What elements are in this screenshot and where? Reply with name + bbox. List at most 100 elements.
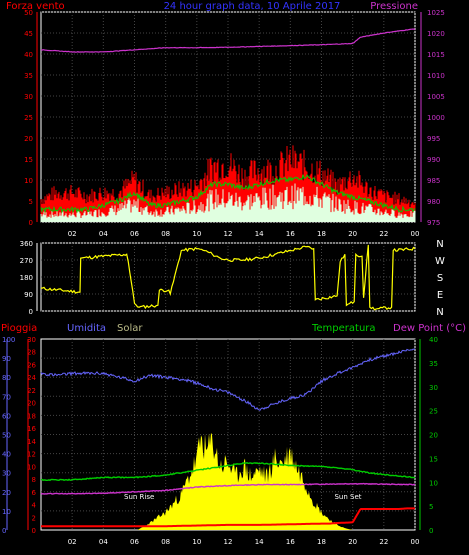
pressure-y-tick-label: 1025	[427, 9, 445, 17]
dewpoint-line	[40, 482, 416, 495]
solar-area	[41, 432, 415, 530]
rain-y-tick-label: 30	[27, 336, 36, 344]
weather-x-tick-label: 16	[286, 538, 295, 546]
humidity-line	[40, 348, 416, 411]
wind-x-tick-label: 18	[317, 230, 326, 238]
rain-y-tick-label: 10	[27, 463, 36, 471]
rain-y-tick-label: 0	[32, 527, 36, 535]
humidity-title: Umidita	[67, 323, 106, 334]
temperature-y-tick-label: 20	[429, 432, 438, 440]
wind-y-tick-label: 5	[29, 198, 33, 206]
wind-trend-line	[40, 174, 416, 214]
wind-y-tick-label: 0	[29, 219, 33, 227]
sun-annotation-label: Sun Rise	[124, 493, 154, 501]
weather-x-tick-label: 12	[224, 538, 233, 546]
weather-x-tick-label: 18	[317, 538, 326, 546]
rain-y-tick-label: 28	[27, 349, 36, 357]
pressure-axis-title: Pressione	[370, 1, 418, 12]
humidity-y-tick-label: 100	[2, 336, 15, 344]
pressure-y-tick-label: 975	[427, 219, 440, 227]
rain-y-tick-label: 24	[27, 374, 36, 382]
rain-y-tick-label: 14	[27, 438, 36, 446]
wind-x-tick-label: 22	[379, 230, 388, 238]
humidity-y-tick-label: 40	[2, 451, 11, 459]
rain-y-tick-label: 18	[27, 412, 36, 420]
rain-y-tick-label: 6	[32, 489, 37, 497]
compass-label: S	[437, 273, 443, 284]
chart-title: 24 hour graph data, 10 Aprile 2017	[164, 1, 341, 12]
weather-x-tick-label: 10	[192, 538, 201, 546]
rain-y-tick-label: 12	[27, 451, 36, 459]
humidity-y-tick-label: 80	[2, 374, 11, 382]
wind-y-tick-label: 20	[24, 135, 33, 143]
weather-x-tick-label: 06	[130, 538, 139, 546]
pressure-y-tick-label: 985	[427, 177, 440, 185]
rain-y-tick-label: 26	[27, 361, 36, 369]
wind-y-tick-label: 40	[24, 51, 33, 59]
rain-y-tick-label: 2	[32, 514, 36, 522]
direction-y-tick-label: 0	[29, 308, 33, 316]
temperature-y-tick-label: 10	[429, 479, 438, 487]
pressure-y-tick-label: 980	[427, 198, 440, 206]
wind-x-tick-label: 14	[255, 230, 264, 238]
pressure-y-tick-label: 990	[427, 156, 440, 164]
temperature-title: Temperatura	[311, 323, 376, 334]
direction-y-tick-label: 180	[20, 274, 33, 282]
compass-label: N	[436, 239, 443, 250]
wind-y-tick-label: 10	[24, 177, 33, 185]
humidity-y-tick-label: 70	[2, 393, 11, 401]
humidity-y-tick-label: 90	[2, 355, 11, 363]
wind-x-tick-label: 16	[286, 230, 295, 238]
temperature-y-tick-label: 15	[429, 455, 438, 463]
humidity-y-tick-label: 10	[2, 508, 11, 516]
weather-x-tick-label: 08	[161, 538, 170, 546]
compass-label: N	[436, 307, 443, 318]
direction-y-tick-label: 270	[20, 257, 33, 265]
solar-title: Solar	[117, 323, 143, 334]
pressure-y-tick-label: 1015	[427, 51, 445, 59]
humidity-y-tick-label: 20	[2, 489, 11, 497]
temperature-y-tick-label: 0	[429, 527, 433, 535]
wind-x-tick-label: 00	[411, 230, 420, 238]
weather-x-tick-label: 14	[255, 538, 264, 546]
rain-y-tick-label: 4	[32, 502, 37, 510]
rain-y-tick-label: 16	[27, 425, 36, 433]
wind-y-tick-label: 45	[24, 30, 33, 38]
wind-x-tick-label: 02	[68, 230, 77, 238]
compass-label: W	[435, 256, 445, 267]
humidity-y-tick-label: 0	[2, 527, 6, 535]
temperature-y-tick-label: 40	[429, 336, 438, 344]
dewpoint-title: Dew Point (°C)	[393, 323, 466, 334]
humidity-y-tick-label: 50	[2, 432, 11, 440]
weather-x-tick-label: 02	[68, 538, 77, 546]
wind-y-tick-label: 25	[24, 114, 33, 122]
rain-y-tick-label: 20	[27, 400, 36, 408]
compass-label: E	[437, 290, 443, 301]
sun-annotation-label: Sun Set	[334, 493, 361, 501]
humidity-y-tick-label: 30	[2, 470, 11, 478]
pressure-y-tick-label: 995	[427, 135, 440, 143]
direction-y-tick-label: 90	[24, 291, 33, 299]
wind-direction-line	[40, 244, 416, 311]
temperature-y-tick-label: 35	[429, 360, 438, 368]
wind-x-tick-label: 10	[192, 230, 201, 238]
wind-axis-title: Forza vento	[6, 1, 65, 12]
temperature-y-tick-label: 5	[429, 503, 433, 511]
pressure-y-tick-label: 1005	[427, 93, 445, 101]
wind-x-tick-label: 20	[348, 230, 357, 238]
temperature-y-tick-label: 25	[429, 408, 438, 416]
wind-y-tick-label: 15	[24, 156, 33, 164]
wind-average-bars	[40, 183, 416, 222]
wind-x-tick-label: 04	[99, 230, 108, 238]
temperature-y-tick-label: 30	[429, 384, 438, 392]
weather-x-tick-label: 00	[411, 538, 420, 546]
wind-y-tick-label: 30	[24, 93, 33, 101]
rain-y-tick-label: 22	[27, 387, 36, 395]
humidity-y-tick-label: 60	[2, 412, 11, 420]
wind-x-tick-label: 06	[130, 230, 139, 238]
weather-x-tick-label: 04	[99, 538, 108, 546]
wind-x-tick-label: 12	[224, 230, 233, 238]
weather-x-tick-label: 20	[348, 538, 357, 546]
